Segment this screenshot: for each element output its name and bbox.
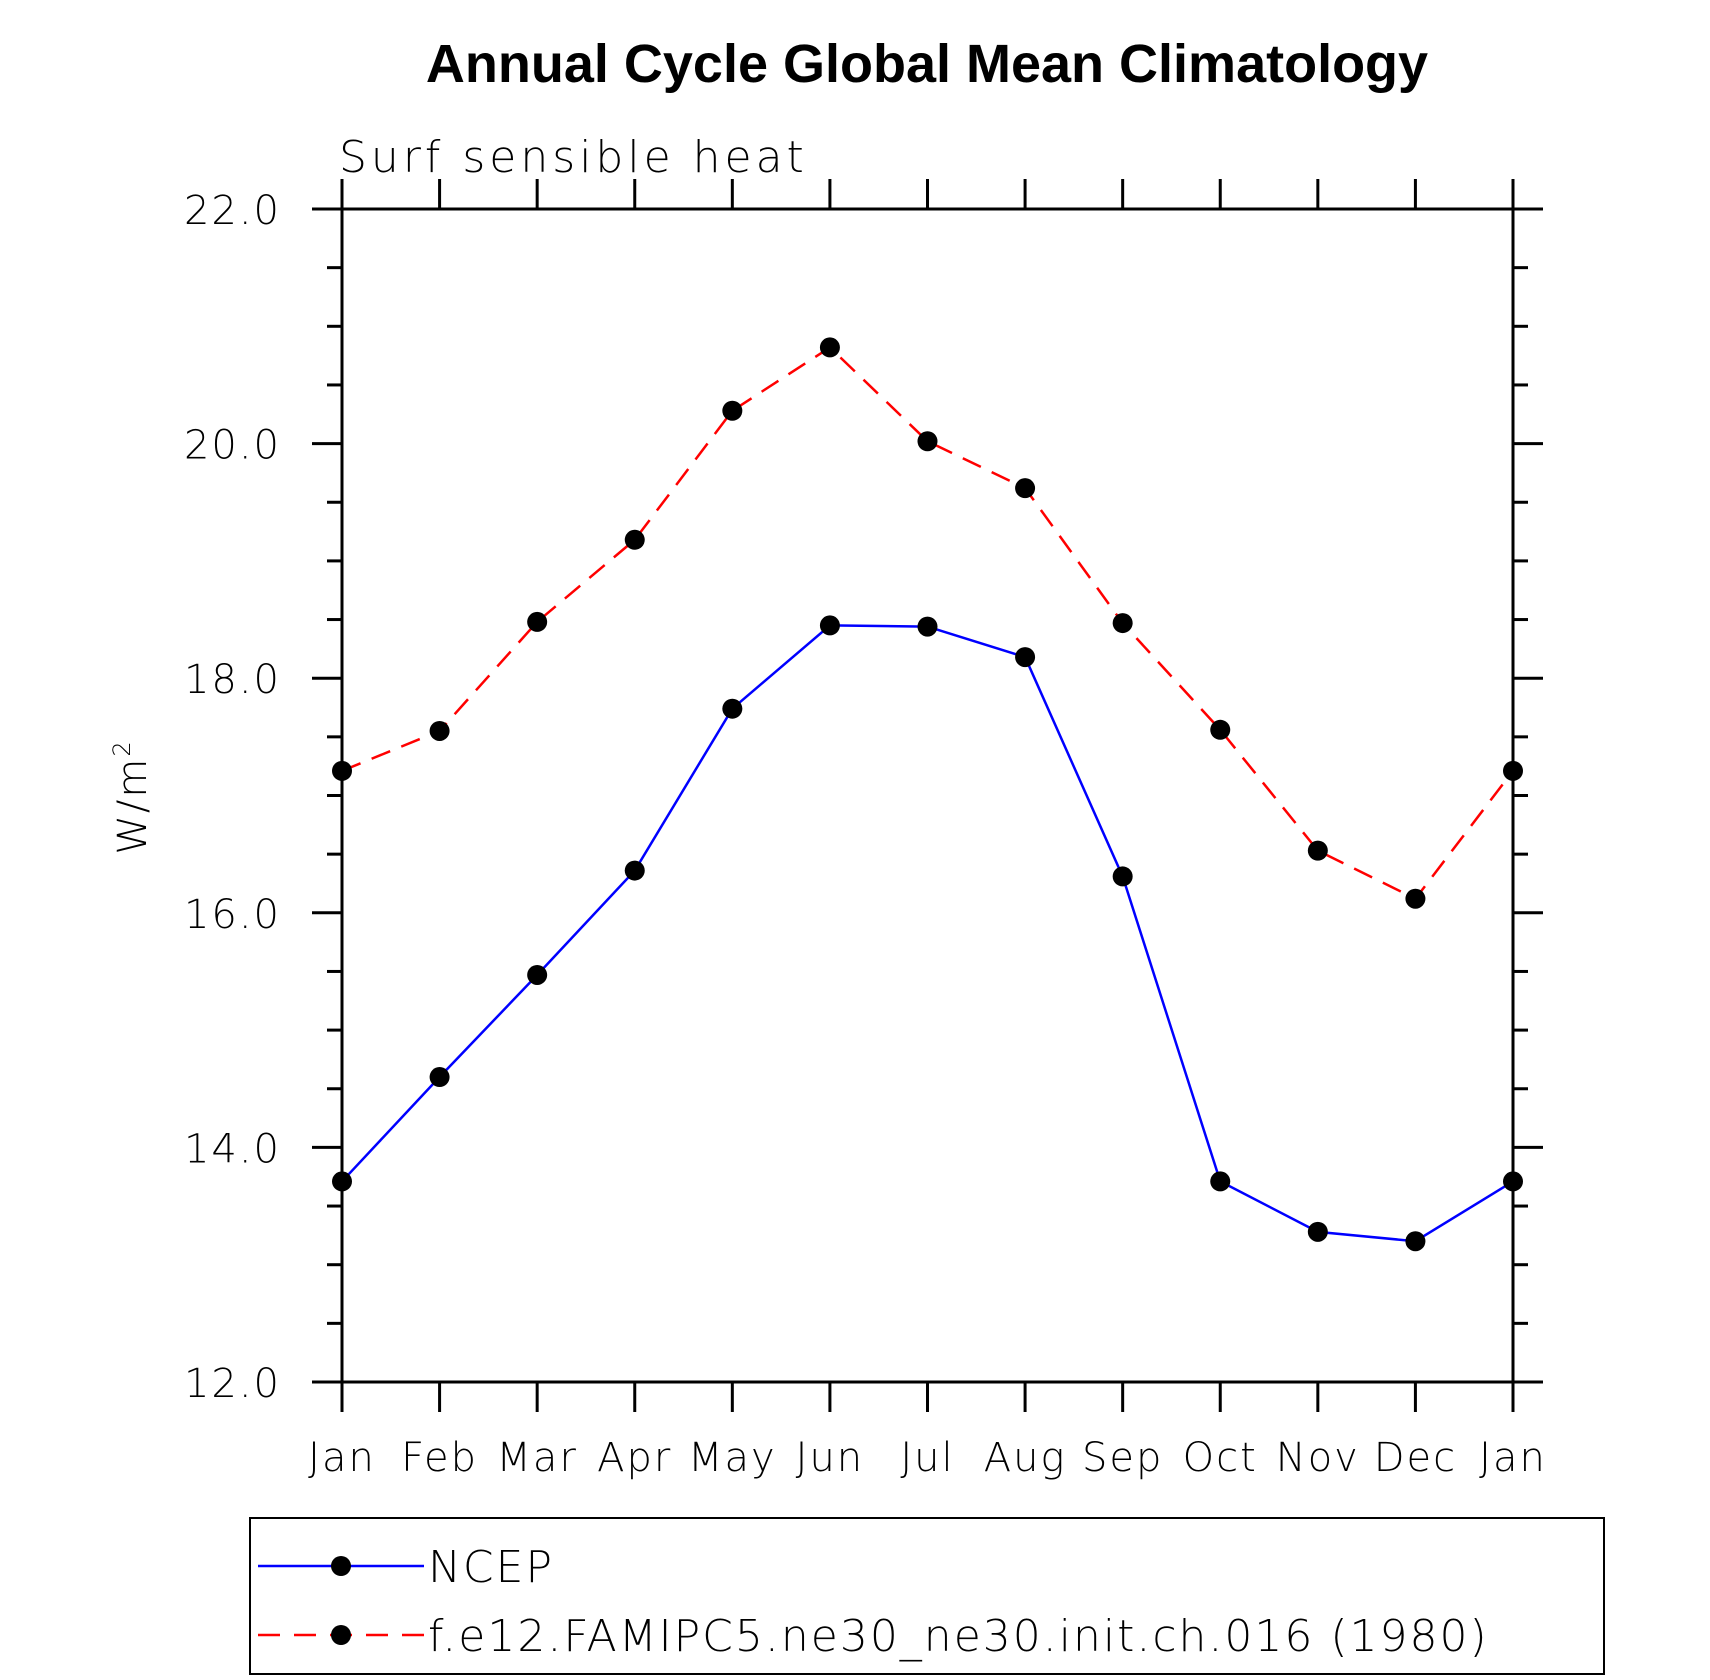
- data-point: [624, 860, 645, 881]
- data-point: [1015, 478, 1036, 499]
- y-axis-label-text: W/m: [110, 757, 156, 855]
- data-point: [819, 615, 840, 636]
- data-point: [722, 698, 743, 719]
- y-tick-label: 14.0: [184, 1126, 281, 1172]
- data-point: [722, 400, 743, 421]
- x-tick-label: Jan: [308, 1435, 376, 1481]
- series-0: [332, 615, 1523, 1252]
- legend-box: [249, 1517, 1605, 1675]
- data-point: [1503, 760, 1523, 781]
- x-tick-label: May: [688, 1435, 777, 1481]
- x-tick-label: Jul: [900, 1435, 954, 1481]
- x-tick-label: Jun: [796, 1435, 865, 1481]
- series-1: [332, 337, 1523, 909]
- data-point: [527, 964, 548, 985]
- x-tick-label: Feb: [401, 1435, 478, 1481]
- series-group: [332, 337, 1523, 1252]
- data-point: [1503, 1171, 1523, 1192]
- legend-label: NCEP: [428, 1542, 554, 1593]
- y-tick-label: 18.0: [184, 657, 281, 703]
- legend-marker: [331, 1556, 351, 1576]
- data-point: [917, 431, 938, 452]
- y-axis-label: W/m2: [108, 739, 156, 854]
- data-point: [1405, 1231, 1426, 1252]
- axis-ticks: [312, 179, 1543, 1412]
- y-tick-labels: 12.0 14.0 16.0 18.0 20.0 22.0: [184, 188, 281, 1407]
- data-point: [1307, 840, 1328, 861]
- data-point: [1210, 1171, 1231, 1192]
- y-tick-label: 20.0: [184, 423, 281, 469]
- data-point: [1112, 866, 1133, 887]
- data-point: [527, 611, 548, 632]
- data-point: [624, 529, 645, 550]
- plot-frame: [340, 207, 1515, 1384]
- y-axis-label-superscript: 2: [108, 739, 136, 756]
- data-point: [819, 337, 840, 358]
- x-tick-label: Apr: [597, 1435, 672, 1481]
- data-point: [1405, 888, 1426, 909]
- x-tick-label: Sep: [1082, 1435, 1163, 1481]
- y-tick-label: 12.0: [184, 1361, 281, 1407]
- legend: NCEP f.e12.FAMIPC5.ne30_ne30.init.ch.016 …: [258, 1542, 1489, 1662]
- x-tick-label: Nov: [1276, 1435, 1360, 1481]
- x-tick-labels: Jan Feb Mar Apr May Jun Jul Aug Sep Oct Nov Dec Jan: [308, 1435, 1547, 1481]
- x-tick-label: Mar: [496, 1435, 577, 1481]
- x-tick-label: Dec: [1374, 1435, 1457, 1481]
- x-tick-label: Oct: [1183, 1435, 1258, 1481]
- series-line: [341, 624, 1514, 1243]
- data-point: [1210, 719, 1231, 740]
- legend-marker: [331, 1625, 351, 1645]
- x-tick-label: Aug: [984, 1435, 1067, 1481]
- data-point: [1307, 1221, 1328, 1242]
- data-point: [429, 720, 450, 741]
- chart-title: Annual Cycle Global Mean Climatology: [426, 34, 1428, 94]
- y-tick-label: 16.0: [184, 892, 281, 938]
- legend-label: f.e12.FAMIPC5.ne30_ne30.init.ch.016 (198…: [428, 1611, 1489, 1662]
- y-tick-label: 22.0: [184, 188, 281, 234]
- chart-subtitle: Surf sensible heat: [339, 132, 808, 183]
- data-point: [332, 1171, 352, 1192]
- x-tick-label: Jan: [1479, 1435, 1547, 1481]
- data-point: [917, 616, 938, 637]
- data-point: [429, 1067, 450, 1088]
- data-point: [1112, 613, 1133, 634]
- data-point: [332, 760, 352, 781]
- data-point: [1015, 647, 1036, 668]
